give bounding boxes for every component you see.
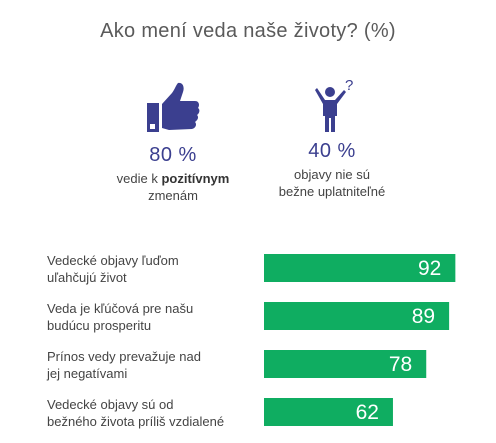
bar-category-label-1-line-2: uľahčujú život: [47, 270, 127, 285]
chart-title: Ako mení veda naše životy? (%): [100, 20, 396, 42]
stat-impractical: ? 40 % objavy nie sú bežne uplatniteľné: [232, 78, 432, 200]
stat-positive-desc-pre: vedie k: [116, 171, 162, 186]
bar-category-label-3-line-2: jej negatívami: [46, 366, 127, 381]
bar-category-label-4-line-2: bežného života príliš vzdialené: [47, 414, 224, 429]
bar-4: [264, 398, 393, 426]
stat-impractical-desc-line1: objavy nie sú: [294, 167, 370, 182]
bar-value-label-3: 78: [389, 353, 412, 376]
bar-1: [264, 254, 456, 282]
bar-category-label-3-line-1: Prínos vedy prevažuje nad: [47, 349, 201, 364]
svg-text:?: ?: [345, 78, 353, 94]
bar-value-label-2: 89: [412, 305, 435, 328]
stat-impractical-description: objavy nie sú bežne uplatniteľné: [232, 166, 432, 200]
thumbs-up-icon: [147, 82, 200, 132]
stat-positive-desc-bold: pozitívnym: [161, 171, 230, 186]
stat-impractical-desc-line2: bežne uplatniteľné: [278, 184, 386, 199]
stat-positive-value: 80 %: [149, 144, 197, 166]
stat-positive-description: vedie k pozitívnym zmenám: [73, 170, 273, 204]
bar-3: [264, 350, 427, 378]
bar-value-label-1: 92: [418, 257, 441, 280]
bar-category-label-2-line-2: budúcu prosperitu: [47, 318, 151, 333]
stat-positive: 80 % vedie k pozitívnym zmenám: [73, 82, 273, 204]
bar-value-label-4: 62: [356, 401, 379, 424]
bar-2: [264, 302, 450, 330]
bar-category-label-2-line-1: Veda je kľúčová pre našu: [47, 301, 193, 316]
stat-positive-desc-post: zmenám: [148, 188, 198, 203]
stat-impractical-value: 40 %: [308, 140, 356, 162]
confused-person-icon: ?: [315, 78, 353, 132]
bar-category-label-1-line-1: Vedecké objavy ľuďom: [47, 253, 179, 268]
bar-category-label-4-line-1: Vedecké objavy sú od: [47, 397, 173, 412]
